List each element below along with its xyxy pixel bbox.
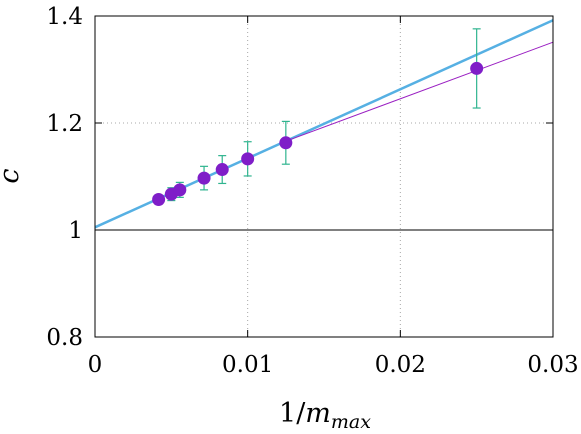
grid-lines — [95, 16, 553, 337]
x-axis-label-subscript: max — [331, 411, 371, 433]
x-axis-label-prefix: 1/ — [279, 398, 306, 429]
axis-ticks — [94, 15, 554, 338]
x-tick-label: 0.01 — [222, 352, 273, 378]
x-tick-label: 0.02 — [375, 352, 426, 378]
data-point — [241, 152, 255, 166]
y-tick-label: 1 — [68, 218, 83, 244]
y-tick-label: 0.8 — [46, 325, 83, 351]
y-tick-label: 1.2 — [46, 111, 83, 137]
x-axis-label-variable: m — [305, 398, 331, 429]
x-tick-label: 0.03 — [527, 352, 578, 378]
data-point — [152, 193, 166, 207]
data-point — [470, 61, 484, 75]
y-axis-label: c — [0, 168, 25, 183]
data-point — [173, 183, 187, 197]
y-tick-labels: 0.8 1 1.2 1.4 — [46, 4, 83, 351]
data-points — [152, 61, 484, 207]
fit-line — [285, 41, 554, 142]
data-point — [215, 163, 229, 177]
x-tick-labels: 0 0.01 0.02 0.03 — [88, 352, 579, 378]
data-point — [197, 171, 211, 185]
x-axis-label: 1/mmax — [279, 398, 371, 433]
plot-frame — [94, 15, 554, 338]
y-tick-label: 1.4 — [46, 4, 83, 30]
x-tick-label: 0 — [88, 352, 103, 378]
data-point — [279, 136, 293, 150]
